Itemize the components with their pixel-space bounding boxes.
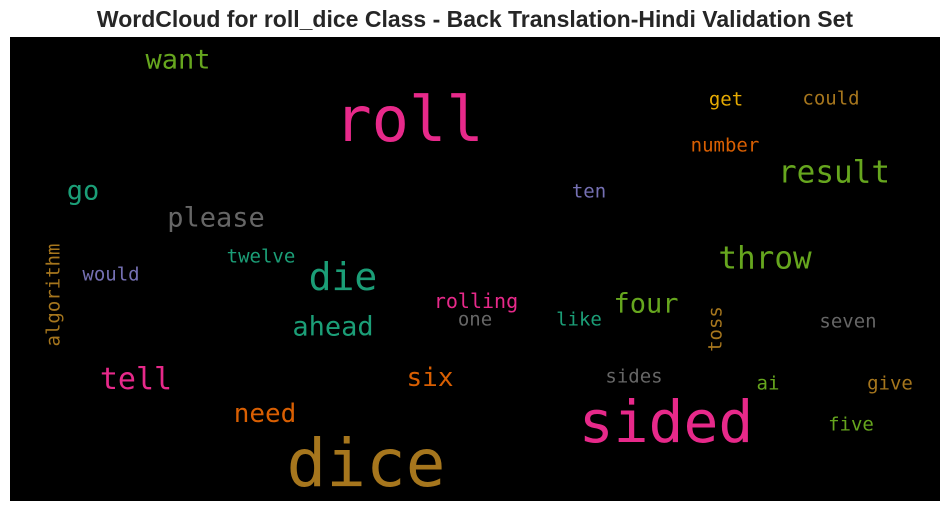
word-roll: roll [334, 83, 484, 156]
word-algorithm: algorithm [42, 243, 65, 347]
word-please: please [167, 202, 265, 234]
word-cloud: roll dice sided die result throw tell wa… [10, 37, 940, 501]
word-go: go [66, 175, 100, 207]
word-one: one [457, 308, 493, 331]
word-four: four [613, 288, 679, 320]
word-rolling: rolling [433, 289, 519, 313]
word-die: die [308, 255, 378, 299]
word-five: five [828, 413, 874, 436]
word-want: want [145, 44, 211, 76]
word-twelve: twelve [226, 245, 296, 268]
word-ahead: ahead [292, 311, 374, 343]
word-six: six [406, 363, 454, 393]
word-sided: sided [578, 388, 754, 456]
word-sides: sides [605, 365, 663, 388]
word-like: like [556, 308, 602, 331]
word-tell: tell [99, 362, 173, 397]
chart-title: WordCloud for roll_dice Class - Back Tra… [96, 6, 854, 32]
word-dice: dice [286, 425, 446, 501]
word-seven: seven [819, 310, 877, 333]
word-ten: ten [571, 180, 607, 203]
word-result: result [778, 154, 890, 191]
word-number: number [690, 134, 760, 157]
word-throw: throw [718, 240, 812, 277]
word-give: give [867, 372, 913, 395]
word-ai: ai [756, 372, 780, 395]
word-toss: toss [704, 306, 727, 352]
word-would: would [82, 263, 140, 286]
word-need: need [233, 399, 297, 429]
word-could: could [802, 87, 860, 110]
word-get: get [708, 88, 744, 111]
